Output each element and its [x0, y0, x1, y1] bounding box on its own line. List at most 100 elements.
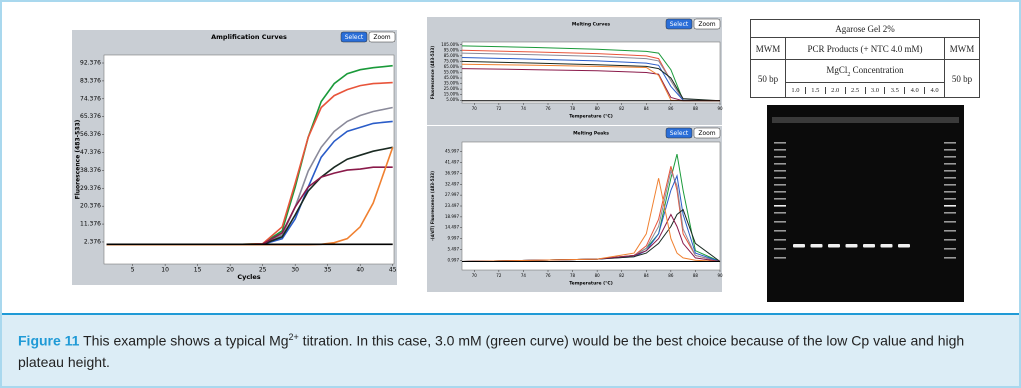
x-tick-label: 90 — [717, 273, 723, 278]
y-tick-label: 105.00% — [441, 42, 459, 47]
y-tick-label: 55.00% — [444, 70, 459, 75]
y-tick-label: 74.376 — [80, 95, 101, 102]
x-tick-label: 86 — [668, 273, 674, 278]
y-tick-label: 29.376 — [80, 185, 101, 192]
product-band — [881, 244, 893, 248]
plot-area — [104, 55, 394, 264]
x-tick-label: 20 — [226, 267, 234, 274]
marker-label: MWM — [751, 38, 786, 60]
ladder-band — [944, 156, 956, 158]
ladder-band — [944, 191, 956, 193]
product-band — [828, 244, 840, 248]
button-label[interactable]: Select — [345, 34, 364, 41]
ladder-band — [774, 191, 786, 193]
gel-wells — [772, 117, 959, 123]
product-band — [793, 244, 805, 248]
x-tick-label: 70 — [472, 273, 478, 278]
y-tick-label: 35.00% — [444, 81, 459, 86]
y-tick-label: 23.497 — [445, 203, 459, 208]
button-label[interactable]: Select — [670, 130, 689, 137]
ladder-band — [944, 248, 956, 250]
y-tick-label: 0.997 — [448, 257, 460, 262]
ladder-band — [774, 156, 786, 158]
ladder-band — [944, 184, 956, 186]
y-tick-label: 32.497 — [445, 181, 459, 186]
y-tick-label: 45.00% — [444, 75, 459, 80]
button-label[interactable]: Zoom — [698, 130, 715, 137]
lane-label: 1.0 — [786, 87, 805, 94]
lane-label: 2.0 — [825, 87, 845, 94]
caption-text: 2+ — [289, 332, 299, 342]
x-tick-label: 84 — [644, 273, 650, 278]
concentration-label: MgCl2 Concentration — [786, 62, 944, 82]
y-tick-label: 9.997 — [448, 236, 460, 241]
y-axis-label: Fluorescence (483-533) — [430, 46, 435, 99]
x-tick-label: 74 — [521, 106, 527, 111]
x-axis-label: Temperature (°C) — [569, 114, 613, 120]
y-tick-label: 36.997 — [445, 170, 459, 175]
marker-label: MWM — [945, 38, 980, 60]
gel-image — [767, 105, 964, 302]
ladder-band — [944, 221, 956, 223]
button-label[interactable]: Select — [670, 21, 689, 28]
x-axis-label: Temperature (°C) — [569, 281, 613, 287]
y-tick-label: 11.376 — [80, 221, 101, 228]
x-tick-label: 70 — [472, 106, 478, 111]
ladder-band — [774, 230, 786, 232]
ladder-band — [944, 149, 956, 151]
y-tick-label: 41.497 — [445, 160, 459, 165]
chart-title: Melting Peaks — [573, 131, 609, 137]
y-tick-label: 47.376 — [80, 149, 101, 156]
chart-title: Melting Curves — [572, 22, 610, 28]
x-tick-label: 84 — [644, 106, 650, 111]
ladder-band — [944, 163, 956, 165]
x-tick-label: 15 — [194, 267, 202, 274]
text: Concentration — [850, 65, 903, 75]
lane-label: 3.5 — [884, 87, 904, 94]
x-tick-label: 80 — [595, 106, 601, 111]
ladder-band — [944, 205, 956, 207]
ladder-band — [944, 212, 956, 214]
ladder-band — [944, 257, 956, 259]
x-tick-label: 30 — [291, 267, 299, 274]
y-tick-label: 95.00% — [444, 47, 459, 52]
text: MgCl — [826, 65, 847, 75]
y-tick-label: 85.00% — [444, 53, 459, 58]
y-tick-label: 83.376 — [80, 77, 101, 84]
gel-table: Agarose Gel 2% MWM PCR Products (+ NTC 4… — [750, 19, 980, 98]
y-tick-label: 65.376 — [80, 113, 101, 120]
ladder-band — [774, 198, 786, 200]
ladder-band — [944, 142, 956, 144]
lane-label: 4.0 — [904, 87, 924, 94]
gel-title: Agarose Gel 2% — [751, 20, 980, 38]
x-tick-label: 78 — [570, 106, 576, 111]
button-label[interactable]: Zoom — [698, 21, 715, 28]
ladder-band — [774, 142, 786, 144]
ladder-band — [944, 170, 956, 172]
ladder-band — [774, 170, 786, 172]
ladder-band — [944, 177, 956, 179]
size-label: 50 bp — [751, 60, 786, 98]
product-band — [863, 244, 875, 248]
x-tick-label: 45 — [389, 267, 397, 274]
lane-label: 2.5 — [845, 87, 865, 94]
x-tick-label: 90 — [717, 106, 723, 111]
y-tick-label: 38.376 — [80, 167, 101, 174]
product-band — [898, 244, 910, 248]
product-band — [811, 244, 823, 248]
y-tick-label: 2.376 — [84, 238, 101, 245]
button-label[interactable]: Zoom — [373, 34, 390, 41]
y-tick-label: 45.997 — [445, 149, 459, 154]
y-tick-label: 75.00% — [444, 58, 459, 63]
lane-label: 1.5 — [805, 87, 825, 94]
y-tick-label: 25.00% — [444, 86, 459, 91]
x-tick-label: 76 — [545, 106, 551, 111]
x-tick-label: 82 — [619, 106, 625, 111]
y-tick-label: 27.997 — [445, 192, 459, 197]
ladder-band — [944, 239, 956, 241]
y-tick-label: 14.497 — [445, 225, 459, 230]
ladder-band — [774, 257, 786, 259]
y-tick-label: 56.376 — [80, 131, 101, 138]
lane-label: 3.0 — [865, 87, 885, 94]
